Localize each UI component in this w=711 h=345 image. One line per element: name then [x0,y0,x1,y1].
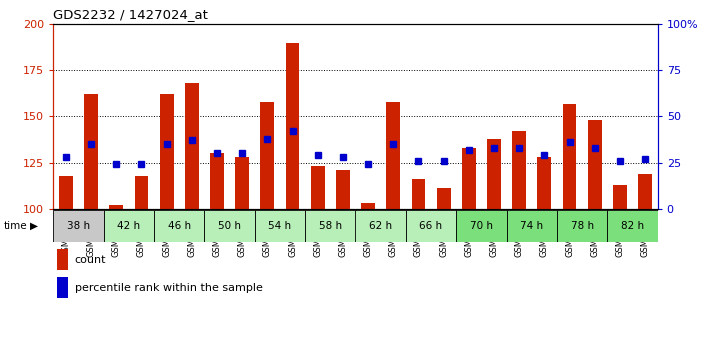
Text: 82 h: 82 h [621,221,644,231]
Bar [607,210,658,241]
Bar [305,210,356,241]
Bar [255,210,305,241]
Text: 58 h: 58 h [319,221,342,231]
Bar [59,176,73,209]
Bar [361,203,375,209]
Bar [512,131,526,209]
Text: 38 h: 38 h [67,221,90,231]
Bar [235,157,249,209]
Bar [84,94,98,209]
Bar [210,153,224,209]
Bar [557,210,607,241]
Bar [286,42,299,209]
Bar [53,210,104,241]
Text: 66 h: 66 h [419,221,443,231]
Bar [205,210,255,241]
Bar [437,188,451,209]
Text: 78 h: 78 h [570,221,594,231]
Bar [104,210,154,241]
Text: 50 h: 50 h [218,221,241,231]
Bar [356,210,406,241]
Text: 70 h: 70 h [470,221,493,231]
Bar [562,104,577,209]
Bar [160,94,173,209]
Bar [260,102,274,209]
Text: 54 h: 54 h [268,221,292,231]
Text: 46 h: 46 h [168,221,191,231]
Text: count: count [75,255,106,265]
Bar [185,83,199,209]
Bar [386,102,400,209]
Bar [638,174,652,209]
Bar [412,179,425,209]
Text: percentile rank within the sample: percentile rank within the sample [75,283,262,293]
Bar [456,210,506,241]
Bar [506,210,557,241]
Text: 74 h: 74 h [520,221,543,231]
Bar [336,170,350,209]
Bar [57,249,68,269]
Bar [154,210,205,241]
Text: ▶: ▶ [30,221,38,231]
Bar [487,139,501,209]
Text: 62 h: 62 h [369,221,392,231]
Bar [613,185,627,209]
Bar [406,210,456,241]
Bar [109,205,123,209]
Bar [57,277,68,298]
Text: 42 h: 42 h [117,221,141,231]
Bar [538,157,551,209]
Bar [311,166,325,209]
Bar [134,176,149,209]
Text: time: time [4,221,27,231]
Bar [462,148,476,209]
Text: GDS2232 / 1427024_at: GDS2232 / 1427024_at [53,8,208,21]
Bar [588,120,602,209]
